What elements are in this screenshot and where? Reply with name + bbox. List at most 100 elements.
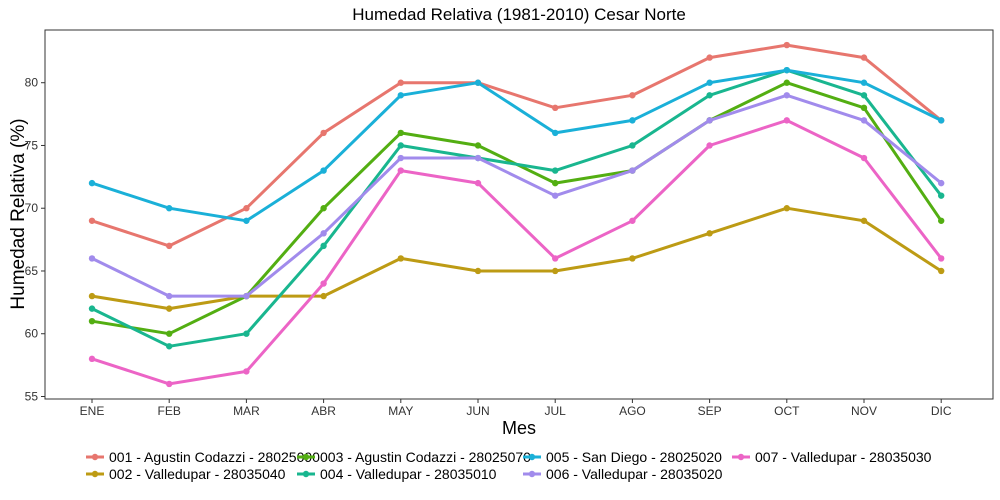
data-point: [706, 54, 713, 61]
series-7: [88, 117, 945, 388]
x-tick-label-mar: MAR: [233, 404, 260, 418]
data-point: [552, 267, 559, 275]
legend-label: 006 - Valledupar - 28035020: [546, 466, 723, 482]
data-point: [860, 54, 868, 61]
data-point: [166, 305, 173, 312]
data-point: [243, 217, 250, 224]
legend-label: 002 - Valledupar - 28035040: [109, 466, 286, 482]
data-point: [397, 142, 404, 149]
series-1: [88, 41, 945, 250]
data-point: [629, 142, 636, 149]
y-tick-label: 75: [25, 138, 39, 152]
data-point: [243, 330, 250, 337]
data-point: [860, 217, 868, 224]
data-point: [243, 292, 250, 300]
legend-item: 001 - Agustin Codazzi - 28025090: [86, 449, 320, 465]
data-point: [552, 255, 559, 262]
data-point: [166, 380, 173, 388]
series-line: [91, 206, 943, 311]
series-line: [91, 43, 943, 248]
data-point: [706, 92, 713, 99]
data-point: [783, 92, 790, 99]
data-point: [88, 292, 96, 300]
data-point: [860, 92, 868, 99]
data-point: [320, 242, 327, 250]
data-point: [474, 79, 482, 86]
data-point: [860, 154, 868, 162]
data-point: [320, 230, 327, 237]
chart-title: Humedad Relativa (1981-2010) Cesar Norte: [352, 5, 686, 24]
legend-label: 007 - Valledupar - 28035030: [755, 449, 932, 465]
data-point: [166, 205, 173, 212]
data-point: [783, 66, 790, 74]
series-line: [91, 93, 943, 298]
data-point: [552, 104, 559, 112]
data-point: [860, 117, 868, 124]
legend-item: 003 - Agustin Codazzi - 28025070: [297, 449, 531, 465]
series-line: [91, 68, 943, 348]
data-point: [938, 267, 945, 275]
x-axis-title: Mes: [502, 418, 536, 438]
data-point: [552, 167, 559, 174]
series-2: [88, 205, 945, 312]
legend-label: 005 - San Diego - 28025020: [546, 449, 722, 465]
data-point: [783, 205, 790, 212]
data-point: [474, 267, 482, 275]
data-point: [88, 255, 96, 262]
x-tick-label-oct: OCT: [774, 404, 800, 418]
x-tick-label-ago: AGO: [619, 404, 646, 418]
x-tick-label-ene: ENE: [80, 404, 105, 418]
data-point: [166, 292, 173, 300]
data-point: [397, 154, 404, 162]
data-point: [474, 142, 482, 149]
x-tick-label-feb: FEB: [158, 404, 181, 418]
y-tick-label: 65: [25, 264, 39, 278]
data-point: [88, 305, 96, 312]
y-axis-title: Humedad Relativa (%): [8, 118, 29, 309]
x-tick-label-abr: ABR: [311, 404, 336, 418]
data-point: [783, 117, 790, 124]
legend-swatch-point: [737, 453, 745, 461]
data-point: [474, 179, 482, 187]
x-tick-label-jun: JUN: [466, 404, 489, 418]
legend-item: 007 - Valledupar - 28035030: [732, 449, 932, 465]
data-point: [320, 280, 327, 287]
data-point: [629, 117, 636, 124]
data-point: [629, 217, 636, 224]
legend-swatch-point: [302, 470, 310, 478]
y-tick-label: 55: [25, 389, 39, 403]
legend-label: 001 - Agustin Codazzi - 28025090: [109, 449, 320, 465]
data-point: [397, 167, 404, 174]
y-tick-label: 60: [25, 327, 39, 341]
x-tick-label-may: MAY: [388, 404, 413, 418]
legend-swatch-point: [302, 453, 310, 461]
data-point: [860, 104, 868, 112]
data-point: [552, 192, 559, 199]
data-point: [552, 179, 559, 187]
series-line: [91, 68, 942, 223]
series-6: [88, 92, 945, 300]
data-point: [166, 330, 173, 337]
data-point: [397, 92, 404, 99]
x-axis: ENE FEB MAR ABR MAY JUN JUL AGO SEP OCT NOV DIC: [80, 399, 952, 418]
legend-item: 006 - Valledupar - 28035020: [523, 466, 723, 482]
data-point: [320, 292, 327, 300]
legend-swatch-point: [528, 470, 536, 478]
data-point: [88, 217, 96, 224]
legend-swatch-point: [91, 453, 99, 461]
legend-swatch-point: [91, 470, 99, 478]
data-point: [397, 255, 404, 262]
data-point: [166, 242, 173, 250]
y-axis: 55 60 65 70 75 80: [25, 76, 45, 403]
series-4: [88, 66, 945, 350]
data-point: [706, 142, 713, 149]
x-tick-label-dic: DIC: [931, 404, 952, 418]
data-point: [88, 317, 96, 325]
legend-item: 002 - Valledupar - 28035040: [86, 466, 286, 482]
data-point: [938, 117, 945, 124]
data-point: [88, 179, 96, 187]
series-line: [91, 118, 943, 386]
data-point: [706, 79, 713, 86]
